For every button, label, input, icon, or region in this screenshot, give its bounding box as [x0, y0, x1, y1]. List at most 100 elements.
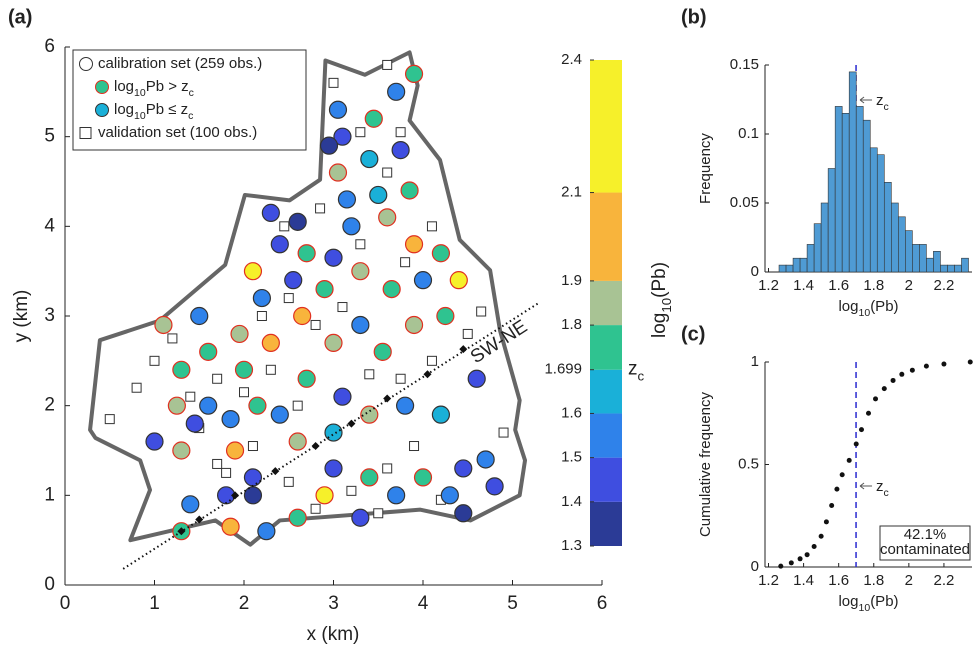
calibration-point — [436, 306, 455, 326]
x-axis-label: x (km) — [307, 624, 360, 645]
bar — [778, 264, 787, 273]
transect-point — [177, 527, 186, 536]
validation-point — [149, 355, 160, 366]
calibration-point — [391, 141, 410, 160]
zc-label-sub: c — [884, 101, 889, 113]
bar — [947, 264, 955, 273]
bar — [785, 264, 794, 273]
x-tick-label: 1.2 — [758, 572, 779, 589]
cdf-point — [853, 441, 859, 447]
validation-point — [426, 221, 437, 232]
legend-box — [72, 49, 307, 151]
bar — [940, 264, 948, 273]
calibration-point — [243, 468, 263, 487]
bar — [806, 244, 815, 273]
bar — [912, 244, 920, 273]
x-axis-label: log10(Pb) — [838, 593, 898, 614]
calibration-point — [221, 517, 240, 536]
x-axis-label-part: (Pb) — [870, 593, 898, 610]
x-axis-label-sub: 10 — [859, 602, 871, 614]
colorbar-band — [590, 325, 622, 370]
calibration-point — [351, 508, 370, 527]
colorbar-tick-label: 1.9 — [561, 272, 582, 289]
zc-arrow — [859, 96, 873, 104]
cdf-point — [778, 563, 784, 569]
colorbar-band — [590, 501, 622, 546]
calibration-point — [243, 262, 263, 281]
transect-point — [459, 345, 468, 354]
validation-point — [328, 77, 339, 88]
calibration-point — [454, 459, 473, 478]
colorbar-label: log10(Pb) — [649, 262, 674, 338]
x-tick-label: 3 — [328, 593, 339, 614]
zc-arrow — [859, 482, 873, 490]
cdf-point — [823, 519, 829, 525]
y-tick-label: 2 — [44, 395, 55, 416]
transect-point — [195, 515, 204, 524]
validation-point — [185, 391, 196, 402]
y-tick-label: 6 — [44, 36, 55, 57]
calibration-point — [270, 235, 289, 254]
calibration-point — [413, 468, 433, 487]
validation-point — [462, 328, 473, 339]
y-axis-label: y (km) — [11, 290, 32, 343]
calibration-point — [261, 203, 280, 222]
legend-label-part: log — [114, 101, 134, 118]
x-tick-label: 2.2 — [934, 277, 955, 294]
transect-point — [231, 491, 240, 500]
colorbar-band — [590, 413, 622, 458]
validation-point — [346, 485, 357, 496]
cdf-point — [811, 544, 817, 549]
colorbar-tick-label: 1.4 — [561, 493, 582, 510]
validation-point — [279, 221, 290, 232]
zc-label-sub: c — [884, 487, 889, 499]
annotation-box — [879, 525, 971, 561]
annotation: 42.1% — [904, 526, 947, 543]
validation-point — [426, 355, 437, 366]
x-tick-label: 2.2 — [934, 572, 955, 589]
bar — [876, 154, 885, 273]
calibration-point — [167, 396, 186, 415]
validation-point — [395, 373, 406, 384]
calibration-point — [315, 280, 334, 299]
validation-point — [476, 306, 487, 317]
x-tick-label: 2 — [905, 277, 913, 294]
transect-point — [311, 442, 320, 451]
calibration-point — [248, 396, 267, 415]
bar — [855, 106, 864, 273]
x-tick-label: 4 — [418, 593, 429, 614]
calibration-point — [324, 459, 343, 478]
colorbar-band — [590, 457, 622, 502]
calibration-point — [396, 396, 415, 415]
validation-point — [212, 458, 223, 469]
validation-point — [256, 311, 267, 321]
validation-point — [382, 167, 393, 178]
bar — [905, 230, 913, 273]
colorbar-tick-label: 1.6 — [561, 404, 582, 421]
bar — [799, 257, 808, 273]
x-tick-label: 5 — [507, 593, 518, 614]
y-tick-label: 0 — [751, 558, 759, 575]
cdf-point — [909, 367, 915, 373]
colorbar-band — [590, 280, 622, 326]
panel-label: (c) — [681, 323, 705, 345]
x-axis-label-part: log — [838, 298, 858, 315]
x-tick-label: 2 — [239, 593, 250, 614]
calibration-point — [404, 64, 424, 84]
calibration-point — [378, 208, 397, 227]
colorbar-tick-label: 1.699 — [544, 361, 582, 378]
calibration-point — [360, 149, 379, 169]
y-axis-label: Cumulative frequency — [697, 391, 714, 537]
calibration-point — [431, 405, 450, 424]
calibration-point — [234, 360, 254, 379]
validation-point — [373, 508, 384, 519]
cdf-point — [866, 410, 871, 416]
calibration-point — [199, 396, 218, 415]
cdf-point — [881, 386, 887, 392]
calibration-point — [230, 324, 249, 344]
validation-point — [382, 463, 393, 474]
calibration-point — [328, 100, 348, 119]
x-tick-label: 1.8 — [863, 277, 884, 294]
calibration-point — [261, 333, 280, 352]
